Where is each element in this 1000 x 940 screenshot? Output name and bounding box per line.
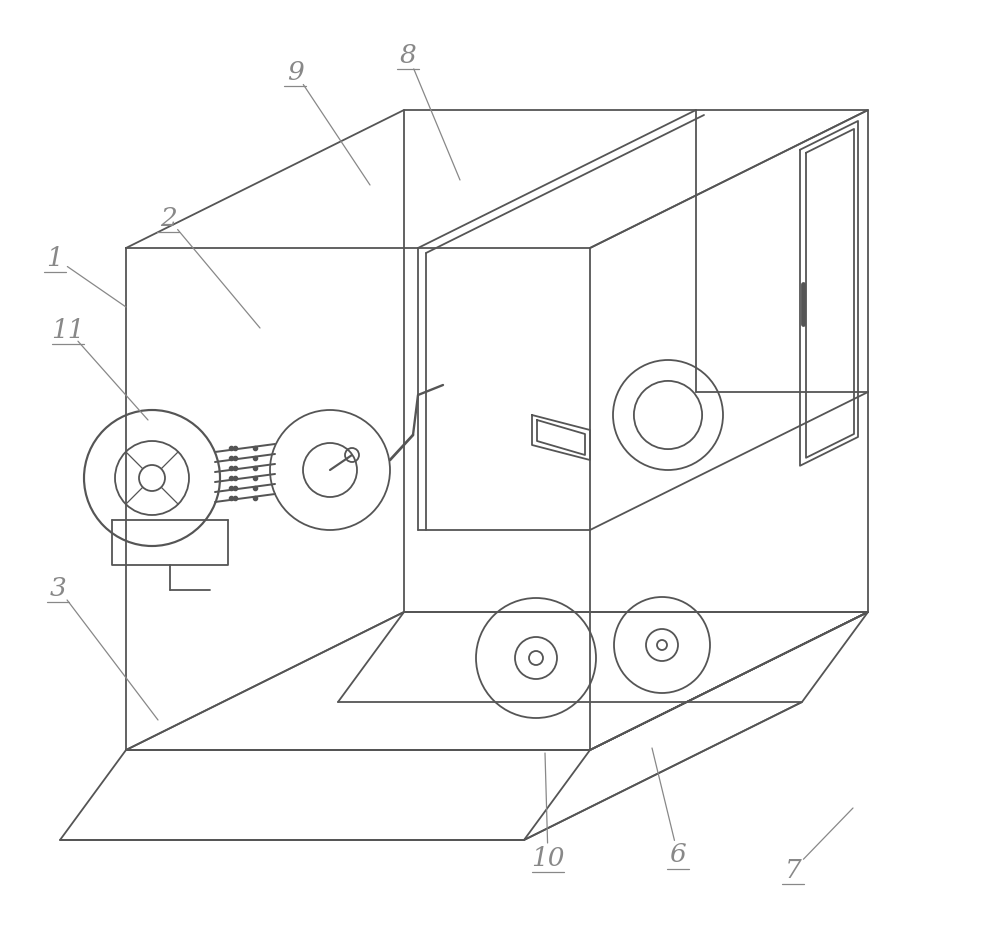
Text: 2: 2 bbox=[160, 206, 176, 230]
Text: 1: 1 bbox=[47, 245, 63, 271]
Text: 9: 9 bbox=[287, 59, 303, 85]
Text: 11: 11 bbox=[51, 318, 85, 342]
Text: 8: 8 bbox=[400, 42, 416, 68]
Text: 10: 10 bbox=[531, 845, 565, 870]
Text: 7: 7 bbox=[785, 857, 801, 883]
Text: 3: 3 bbox=[50, 575, 66, 601]
Text: 6: 6 bbox=[670, 842, 686, 868]
